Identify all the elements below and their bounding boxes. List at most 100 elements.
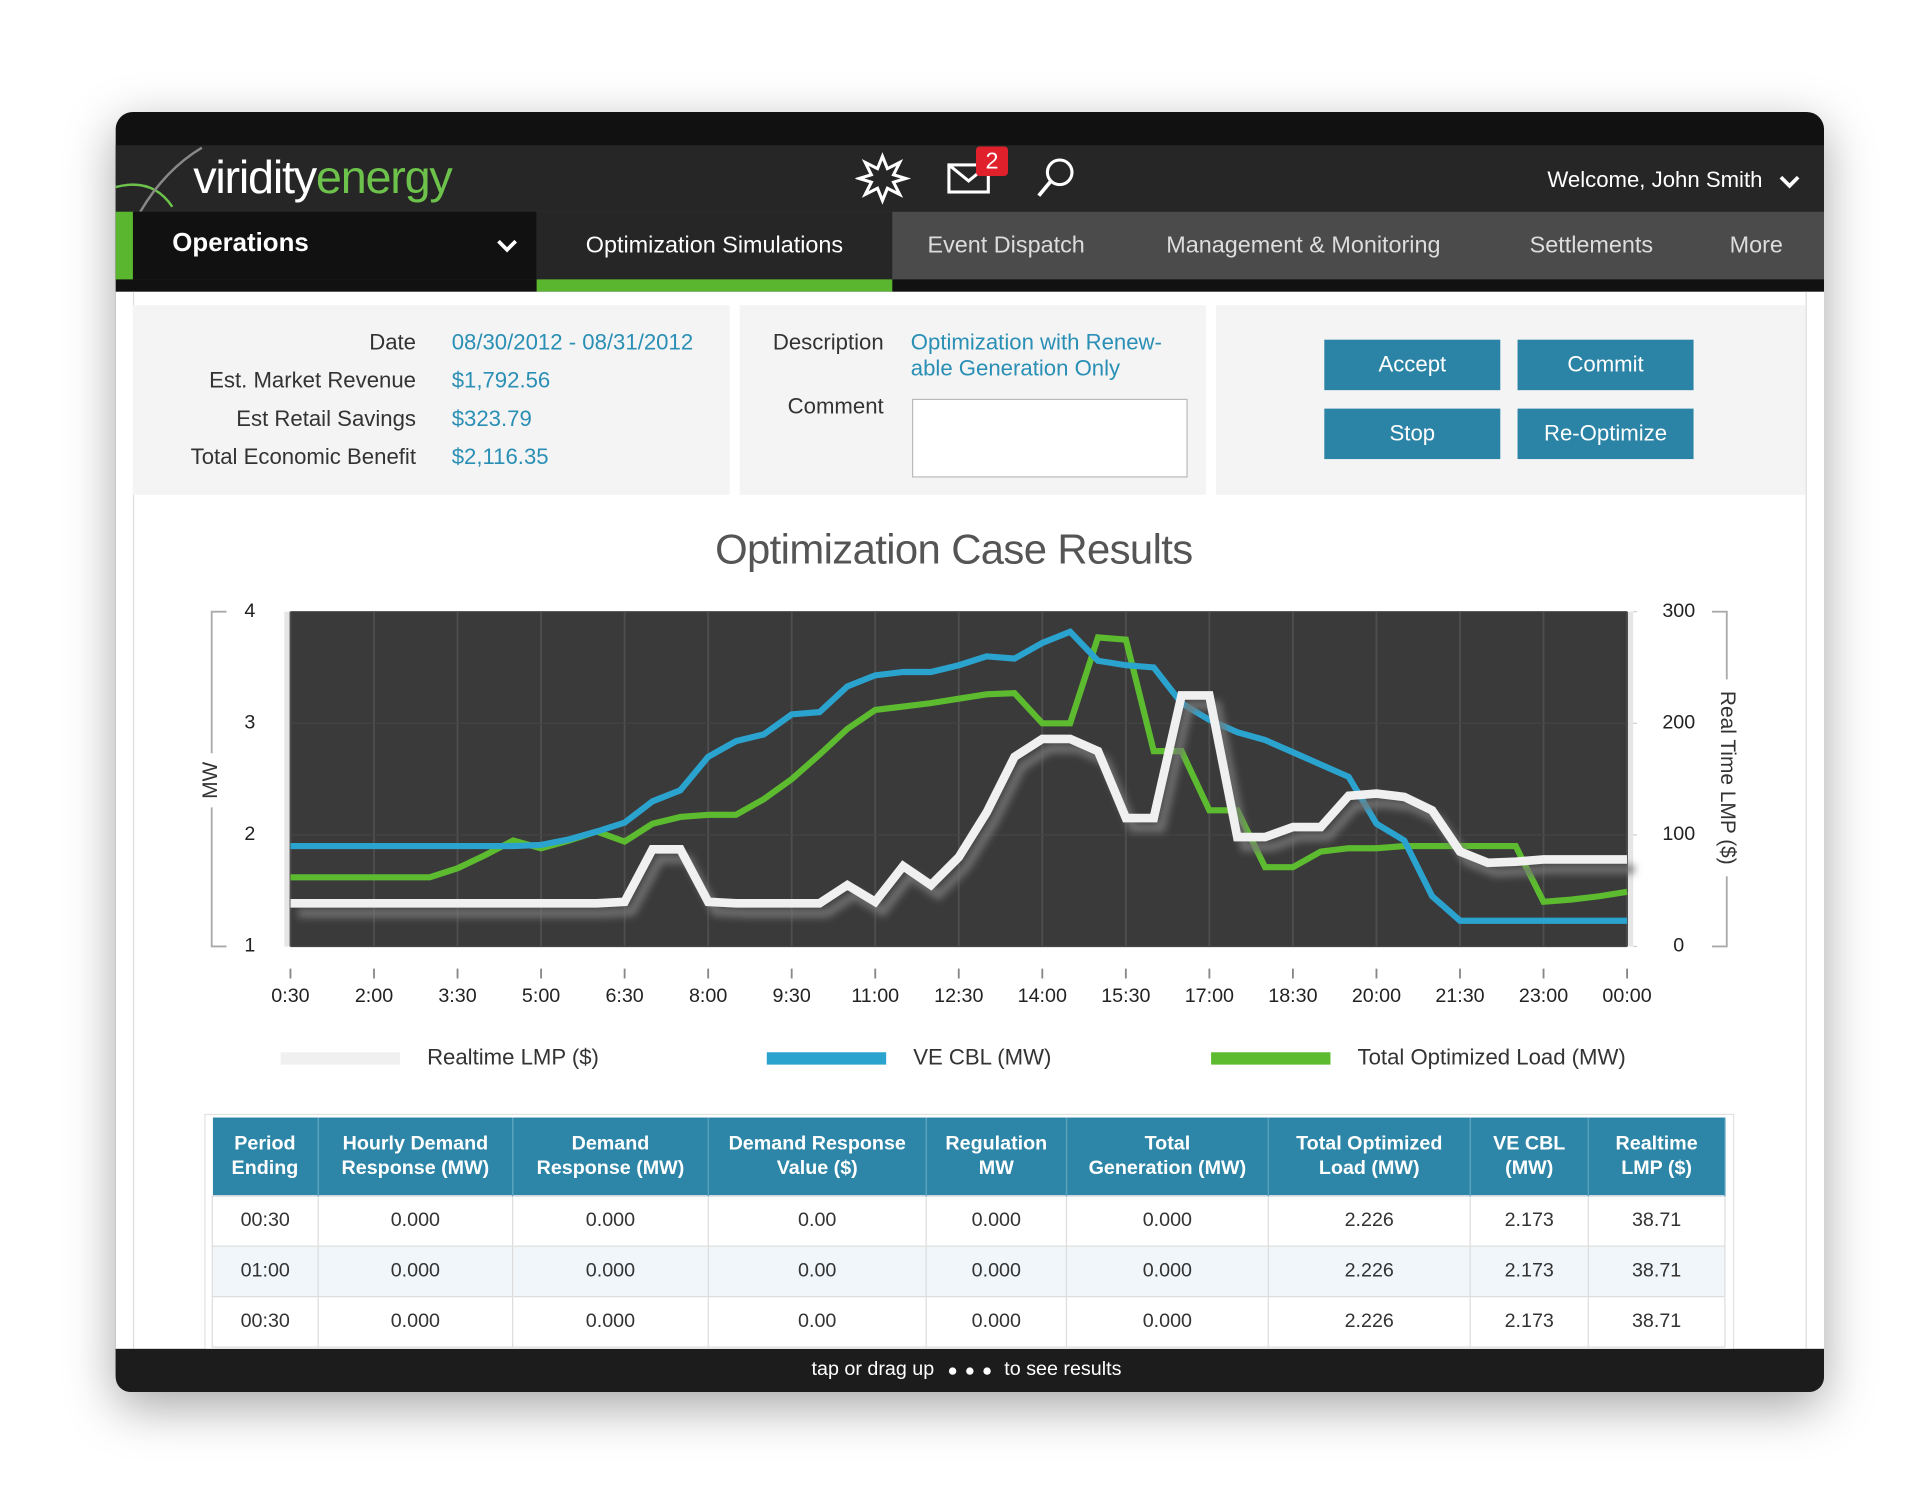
field-label: Date [369,329,416,355]
x-tick-label: 20:00 [1352,985,1401,1007]
table-cell: 38.71 [1587,1295,1726,1348]
table-cell: 0.00 [707,1195,927,1247]
table-cell: 00:30 [211,1295,319,1348]
button[interactable]: Accept [1324,339,1501,391]
table-cell: 0.000 [1065,1245,1269,1298]
button[interactable]: Re-Optimize [1517,408,1694,460]
summary-panel [132,305,730,495]
welcome-user[interactable]: Welcome, John Smith [1547,167,1763,192]
field-label: Comment [787,393,884,419]
nav-tab[interactable]: Settlements [1529,232,1654,259]
nav-tab[interactable]: Event Dispatch [927,232,1085,259]
x-tick-label: 6:30 [605,985,643,1007]
table-row: 01:00 0.000 0.000 0.00 0.000 0.000 2.226 2.173 3… [211,1245,1726,1298]
y2-tick-label: 0 [1673,935,1684,957]
y-tick-label: 1 [244,935,255,957]
logo[interactable]: viridityenergy [193,152,453,206]
axis-label-bg [1713,679,1741,877]
column-header: Total Generation (MW) [1066,1117,1269,1196]
table-cell: 0.000 [925,1195,1068,1247]
table-cell: 38.71 [1587,1195,1726,1247]
x-tick-label: 23:00 [1519,985,1568,1007]
nav-tab[interactable]: More [1729,232,1783,259]
table-cell: 38.71 [1587,1245,1726,1298]
table-cell: 0.000 [511,1195,709,1247]
x-tick-label: 17:00 [1185,985,1234,1007]
comment-input[interactable] [911,398,1188,478]
plot-edge [284,611,291,947]
table-cell: 0.00 [707,1245,927,1298]
column-header: Hourly Demand Response (MW) [318,1117,514,1196]
field-label: Est. Market Revenue [209,367,416,393]
divider [1805,291,1807,1349]
y-axis-label: MW [199,761,222,798]
header-line: MW [978,1157,1014,1179]
section-accent [115,211,133,280]
chart-title: Optimization Case Results [715,526,1192,573]
field-value: 08/30/2012 - 08/31/2012 [451,329,694,355]
table-row: 00:30 0.000 0.000 0.00 0.000 0.000 2.226 2.173 3… [211,1295,1726,1348]
alert-icon[interactable] [855,152,912,205]
nav-tab[interactable]: Optimization Simulations [536,211,893,280]
table-cell: 0.000 [1065,1295,1269,1348]
header-line: Ending [231,1157,299,1179]
y2-tick-label: 300 [1662,600,1695,622]
chart: Optimization Case Results 0:30 2:00 3:30 5:… [199,526,1741,1069]
table-cell: 0.000 [317,1245,514,1298]
table-row: 00:30 0.000 0.000 0.00 0.000 0.000 2.226 2.173 3… [211,1195,1726,1247]
table-cell: 2.173 [1469,1295,1589,1348]
footer-text: to see results [1004,1358,1122,1380]
section-name: Operations [172,228,309,258]
button[interactable]: Commit [1517,339,1694,391]
table-cell: 2.226 [1267,1245,1471,1298]
field-value: $2,116.35 [451,444,549,469]
header-line: Realtime [1615,1132,1698,1154]
results-table: Period Ending Hourly Demand Response (MW) De… [211,1117,1726,1348]
drag-dots [948,1367,991,1375]
x-tick-label: 12:30 [934,985,983,1007]
table-cell: 0.00 [707,1295,927,1348]
table-cell: 0.000 [1065,1195,1269,1247]
x-tick-label: 8:00 [689,985,727,1007]
table-cell: 2.226 [1267,1295,1471,1348]
y-tick-label: 2 [244,823,255,845]
active-tab-indicator [536,279,893,292]
x-tick-label: 0:30 [271,985,309,1007]
plot-edge [1627,611,1634,947]
search-icon[interactable] [1037,158,1074,197]
table-cell: 2.173 [1469,1195,1589,1247]
table-cell: 0.000 [925,1245,1068,1298]
column-header: Regulation MW [926,1117,1068,1196]
badge: 2 [985,148,998,174]
table-cell: 0.000 [511,1295,709,1348]
header-line: Demand [571,1132,650,1154]
header-line: Period [234,1132,296,1154]
table-cell: 01:00 [211,1245,319,1298]
x-tick-label: 9:30 [773,985,811,1007]
legend-label: Realtime LMP ($) [427,1044,599,1069]
button[interactable]: Stop [1324,408,1501,460]
mail-icon[interactable]: 2 [947,146,1008,194]
x-tick-label: 14:00 [1018,985,1067,1007]
header-line: Total Optimized [1296,1132,1443,1154]
section-select[interactable] [115,211,537,280]
nav-tab[interactable]: Management & Monitoring [1166,232,1441,259]
column-header: Period Ending [212,1117,319,1196]
x-tick-label: 11:00 [851,985,899,1007]
footer-text: tap or drag up [811,1358,935,1380]
header-line: LMP ($) [1621,1157,1692,1179]
chevron[interactable] [1777,170,1802,195]
field-label: Description [772,329,884,355]
logo-text: viridity [193,152,317,205]
header-line: (MW) [1505,1157,1554,1179]
table-cell: 2.173 [1469,1245,1589,1298]
legend-label: Total Optimized Load (MW) [1358,1044,1626,1069]
header-line: Regulation [945,1132,1048,1154]
header-line: Response (MW) [341,1157,490,1179]
y2-tick-label: 100 [1662,823,1695,845]
field-value: $323.79 [451,406,532,431]
description-line: able Generation Only [910,355,1121,381]
table-cell: 2.226 [1267,1195,1471,1247]
chevron[interactable] [495,234,520,259]
column-header: Realtime LMP ($) [1588,1117,1726,1196]
